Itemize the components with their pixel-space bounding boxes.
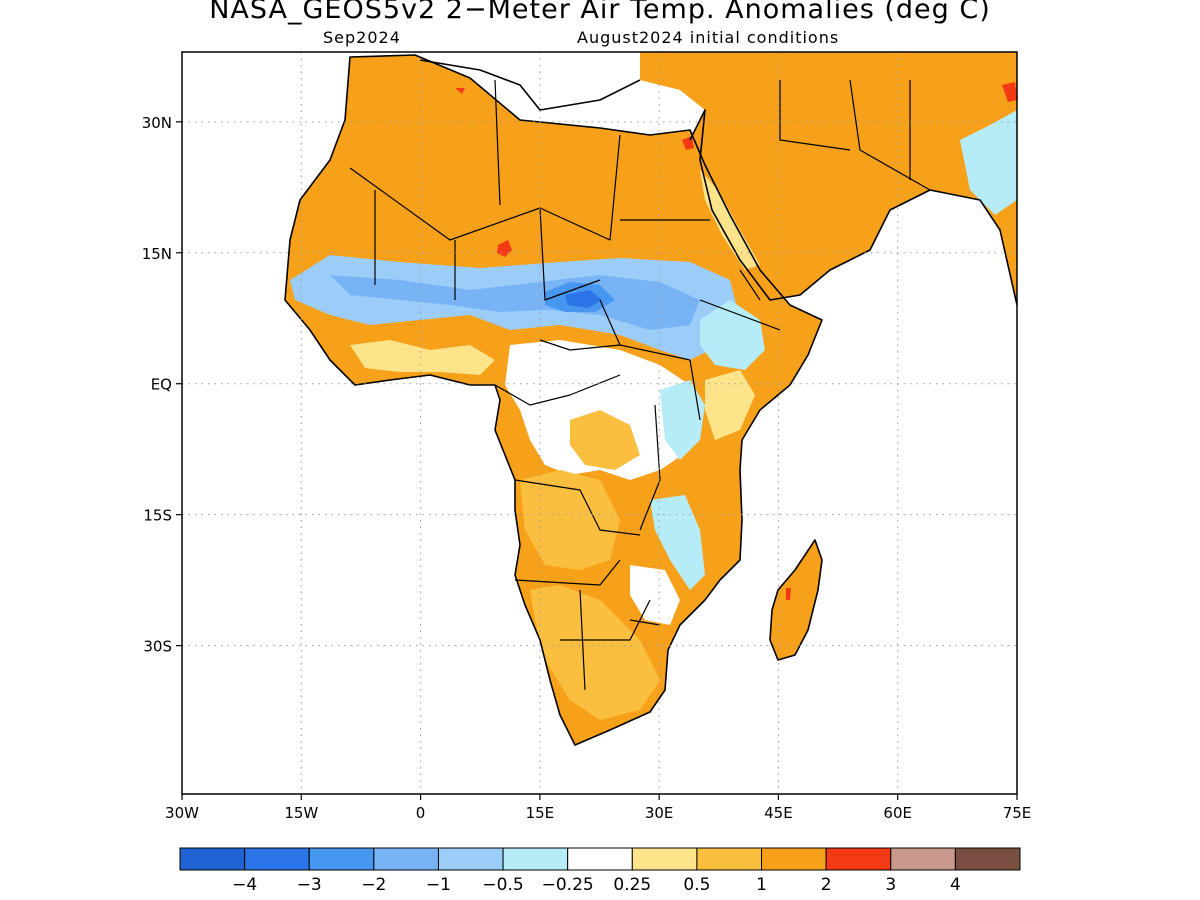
lat-axis: 30N 15N EQ 15S 30S <box>142 114 182 656</box>
angola-warm <box>520 470 620 570</box>
arabia-coastline <box>689 109 1017 306</box>
colorbar-label: 0.25 <box>613 875 651 895</box>
lon-tick-label: 30E <box>645 804 674 822</box>
colorbar-swatch <box>761 847 827 871</box>
colorbar-label: 1 <box>756 875 767 895</box>
colorbar-label: 2 <box>821 875 832 895</box>
boundaries <box>284 54 1017 746</box>
caspian-hot-spot <box>1002 82 1017 102</box>
anomaly-field <box>285 52 1017 745</box>
lakes-cool <box>660 380 705 460</box>
colorbar-swatch <box>631 847 698 871</box>
colorbar-swatch <box>502 847 569 871</box>
southern-warm <box>530 585 660 720</box>
congo-warm-pocket <box>570 410 640 470</box>
madagascar-hot-spot <box>786 588 791 600</box>
lon-tick-label: 60E <box>883 804 912 822</box>
colorbar-swatch <box>954 847 1021 871</box>
colorbar-swatch <box>890 847 956 871</box>
lat-tick-label: EQ <box>151 376 172 394</box>
colorbar-label: 4 <box>950 875 961 895</box>
colorbar-swatch <box>567 847 633 871</box>
iran-cool-edge <box>960 110 1017 215</box>
lon-tick-label: 75E <box>1003 804 1032 822</box>
lon-tick-label: 45E <box>764 804 793 822</box>
malawi-cool <box>650 495 705 590</box>
lat-tick-label: 15N <box>142 245 172 263</box>
colorbar-swatch <box>373 847 439 871</box>
colorbar-label: 3 <box>885 875 896 895</box>
gridlines <box>182 52 1017 794</box>
initial-conditions: August2024 initial conditions <box>577 28 840 47</box>
colorbar-swatch <box>179 847 246 871</box>
west-coast-pale <box>350 340 495 375</box>
lon-tick-label: 0 <box>416 804 426 822</box>
central-neutral <box>505 340 700 480</box>
colorbar-swatch <box>825 847 892 871</box>
madagascar-coastline <box>769 539 823 661</box>
colorbar: −4 −3 −2 −1 −0.5 −0.25 0.25 0.5 1 2 3 4 <box>179 847 1021 895</box>
nile-pale <box>700 170 760 270</box>
colorbar-label: −2 <box>361 875 386 895</box>
ethiopia-cool <box>700 300 765 370</box>
lon-tick-label: 15E <box>526 804 555 822</box>
colorbar-label: −1 <box>426 875 451 895</box>
africa-coastline <box>284 54 823 746</box>
lon-tick-label: 30W <box>165 804 199 822</box>
lat-tick-label: 30S <box>143 638 172 656</box>
forecast-month: Sep2024 <box>323 28 401 47</box>
colorbar-label: −4 <box>232 875 257 895</box>
chart-title: NASA_GEOS5v2 2−Meter Air Temp. Anomalies… <box>209 0 991 25</box>
med-hot-spot <box>455 88 465 94</box>
madagascar-land <box>770 540 822 660</box>
colorbar-swatch <box>244 847 310 871</box>
lat-tick-label: 15S <box>143 507 172 525</box>
europe-coastline <box>419 59 641 111</box>
sahel-cold-core <box>565 290 602 308</box>
lon-axis: 30W 15W 0 15E 30E 45E 60E 75E <box>165 794 1031 822</box>
east-africa-pale <box>705 370 755 440</box>
lon-tick-label: 15W <box>284 804 318 822</box>
colorbar-label: 0.5 <box>683 875 710 895</box>
colorbar-label: −3 <box>297 875 322 895</box>
colorbar-swatch <box>308 847 375 871</box>
lat-tick-label: 30N <box>142 114 172 132</box>
colorbar-swatch <box>696 847 763 871</box>
colorbar-swatch <box>437 847 504 871</box>
plot-frame <box>181 51 1018 795</box>
colorbar-label: −0.5 <box>482 875 523 895</box>
mozambique-neutral <box>630 565 680 625</box>
europe-land <box>420 52 640 110</box>
colorbar-label: −0.25 <box>542 875 594 895</box>
